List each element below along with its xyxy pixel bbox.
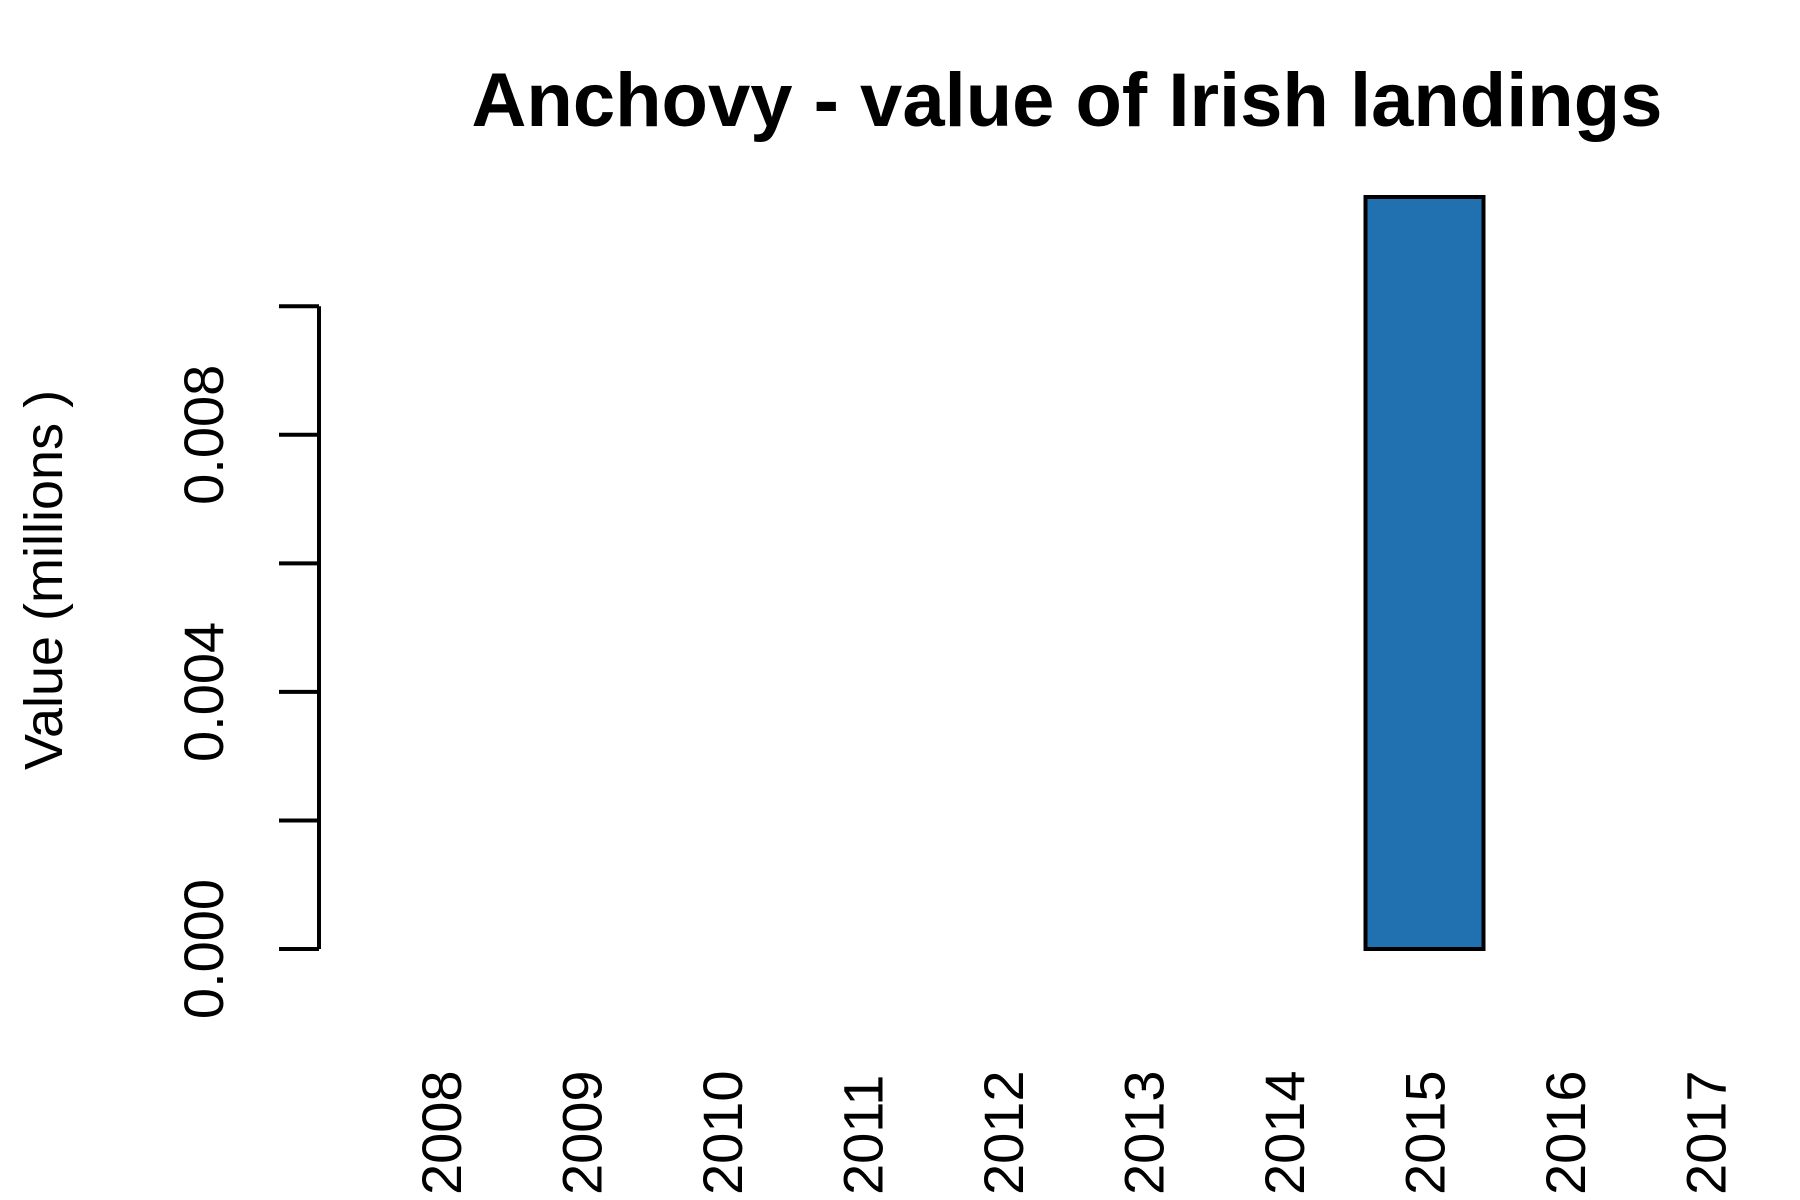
x-tick-label: 2010 bbox=[691, 1070, 754, 1195]
y-axis-title: Value (millions ) bbox=[14, 390, 74, 770]
x-tick-label: 2009 bbox=[551, 1070, 614, 1195]
y-tick-label: 0.000 bbox=[172, 879, 235, 1019]
x-tick-label: 2014 bbox=[1253, 1070, 1316, 1195]
bar bbox=[1363, 195, 1486, 951]
x-tick-label: 2017 bbox=[1675, 1070, 1738, 1195]
x-tick-label: 2011 bbox=[832, 1075, 895, 1195]
x-tick-label: 2016 bbox=[1534, 1070, 1597, 1195]
chart-title: Anchovy - value of Irish landings bbox=[472, 58, 1663, 143]
x-tick-label: 2015 bbox=[1394, 1070, 1457, 1195]
y-tick-label: 0.004 bbox=[172, 622, 235, 762]
x-tick-label: 2012 bbox=[972, 1070, 1035, 1195]
x-tick-label: 2008 bbox=[410, 1070, 473, 1195]
x-tick-label: 2013 bbox=[1113, 1070, 1176, 1195]
y-tick-label: 0.008 bbox=[172, 365, 235, 505]
